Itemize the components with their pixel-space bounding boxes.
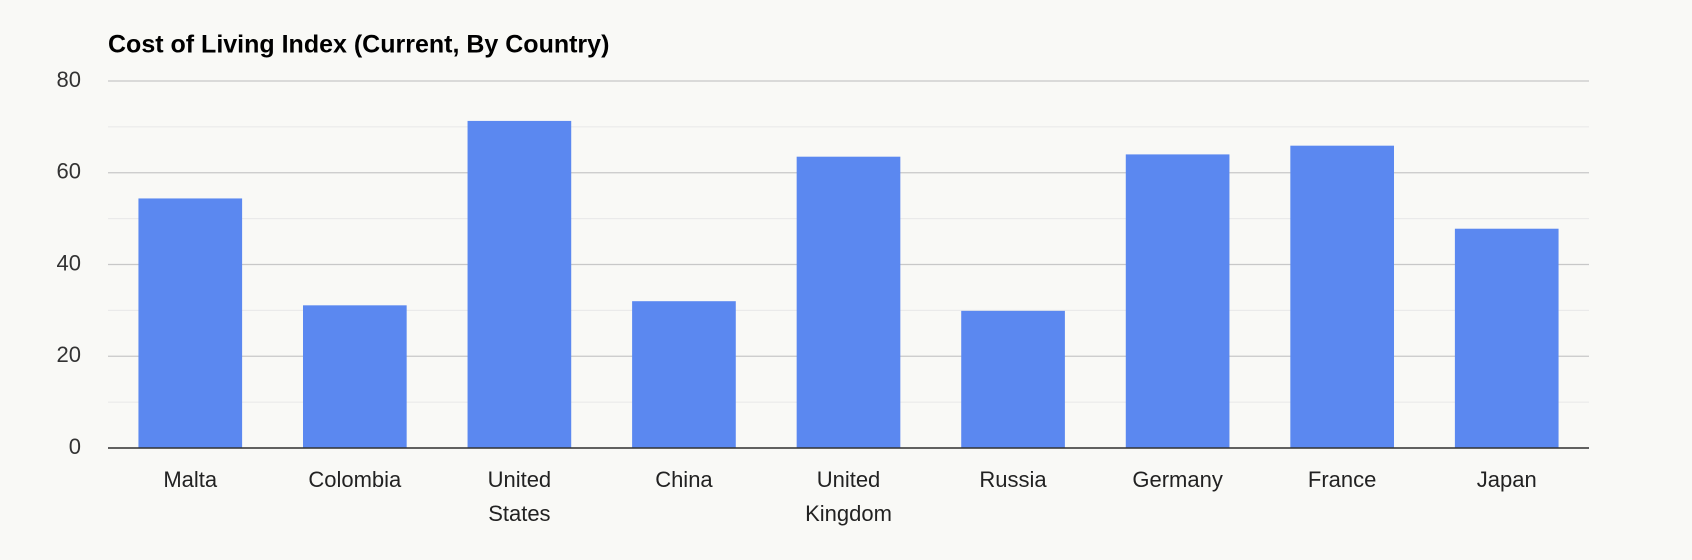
x-tick-label: United States [487, 467, 552, 526]
x-tick-label: Japan [1476, 467, 1537, 492]
bar [1454, 228, 1559, 448]
y-tick-label: 80 [57, 67, 81, 92]
y-tick-label: 40 [57, 250, 81, 275]
bar [302, 305, 407, 448]
bar [467, 120, 572, 448]
bar [138, 198, 243, 448]
bar [632, 301, 736, 448]
y-tick-label: 0 [69, 434, 81, 459]
x-tick-label: Russia [979, 467, 1047, 492]
x-tick-label: United Kingdom [805, 467, 892, 526]
x-tick-label: France [1307, 467, 1377, 492]
x-tick-label: Malta [163, 467, 218, 492]
y-tick-label: 60 [57, 159, 81, 184]
x-tick-label: Germany [1132, 467, 1223, 492]
bar [1125, 154, 1230, 448]
bar [1290, 145, 1395, 448]
bar [796, 156, 901, 448]
bar [961, 310, 1065, 448]
chart-title: Cost of Living Index (Current, By Countr… [108, 31, 609, 59]
y-tick-label: 20 [57, 342, 81, 367]
x-tick-label: Colombia [308, 467, 402, 492]
x-tick-label: China [655, 467, 713, 492]
